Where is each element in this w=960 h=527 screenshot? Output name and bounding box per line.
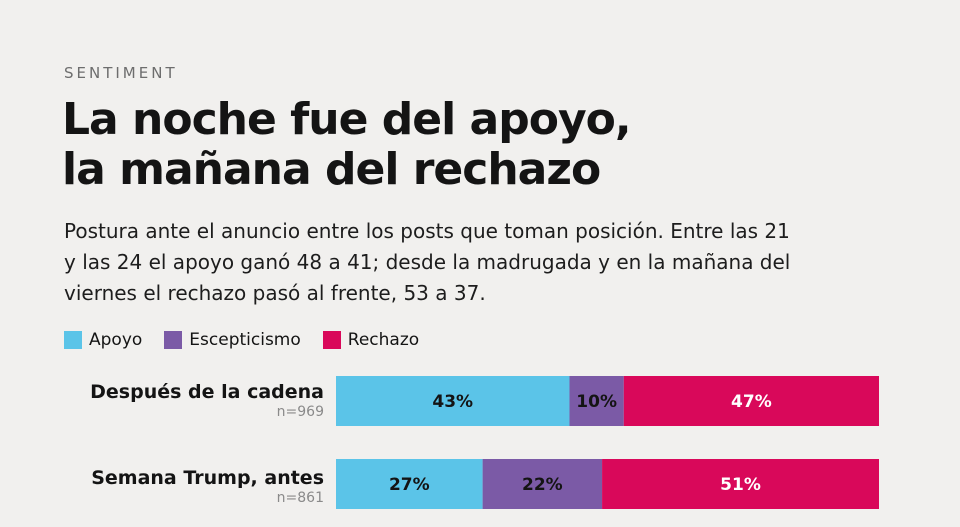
chart-title: La noche fue del apoyo, la mañana del re… [62, 94, 632, 195]
row-n-semana: n=861 [276, 490, 324, 506]
legend-item-escepticismo: Escepticismo [164, 330, 301, 350]
bar-segment-despues-apoyo [336, 376, 570, 426]
bar-label-despues-rechazo: 47% [731, 392, 772, 412]
bar-segment-despues-rechazo [623, 376, 879, 426]
legend-label-apoyo: Apoyo [89, 330, 143, 350]
bar-label-semana-escepticismo: 22% [522, 475, 563, 495]
legend-item-apoyo: Apoyo [64, 330, 142, 350]
legend-label-escepticismo: Escepticismo [189, 330, 301, 350]
title-line-2: la mañana del rechazo [62, 144, 601, 195]
chart-subtitle: Postura ante el anuncio entre los posts … [64, 216, 864, 309]
title-line-1: La noche fue del apoyo, [62, 94, 632, 145]
bar-segment-semana-rechazo [602, 459, 879, 509]
row-label-semana: Semana Trump, antes n=861 [91, 466, 324, 506]
bar-label-despues-escepticismo: 10% [576, 392, 617, 412]
bar-label-despues-apoyo: 43% [432, 392, 473, 412]
legend-swatch-rechazo [322, 331, 341, 349]
bar-segment-despues-escepticismo [569, 376, 624, 426]
subtitle-line-2: y las 24 el apoyo ganó 48 a 41; desde la… [64, 250, 791, 274]
bar-segment-semana-escepticismo [482, 459, 603, 509]
bar-label-semana-apoyo: 27% [389, 475, 430, 495]
bar-segment-semana-apoyo [336, 459, 483, 509]
legend-label-rechazo: Rechazo [347, 330, 420, 350]
row-name-despues: Después de la cadena [90, 381, 324, 403]
subtitle-line-3: viernes el rechazo pasó al frente, 53 a … [64, 281, 486, 305]
row-n-despues: n=969 [276, 404, 324, 420]
eyebrow-label: SENTIMENT [64, 64, 178, 82]
row-name-semana: Semana Trump, antes [91, 467, 324, 489]
bar-label-semana-rechazo: 51% [720, 475, 761, 495]
legend-item-rechazo: Rechazo [322, 330, 420, 350]
subtitle-line-1: Postura ante el anuncio entre los posts … [64, 219, 790, 243]
legend-swatch-escepticismo [164, 331, 183, 349]
row-label-despues: Después de la cadena n=969 [90, 380, 324, 420]
legend: Apoyo Escepticismo Rechazo [64, 330, 441, 350]
legend-swatch-apoyo [64, 331, 82, 349]
